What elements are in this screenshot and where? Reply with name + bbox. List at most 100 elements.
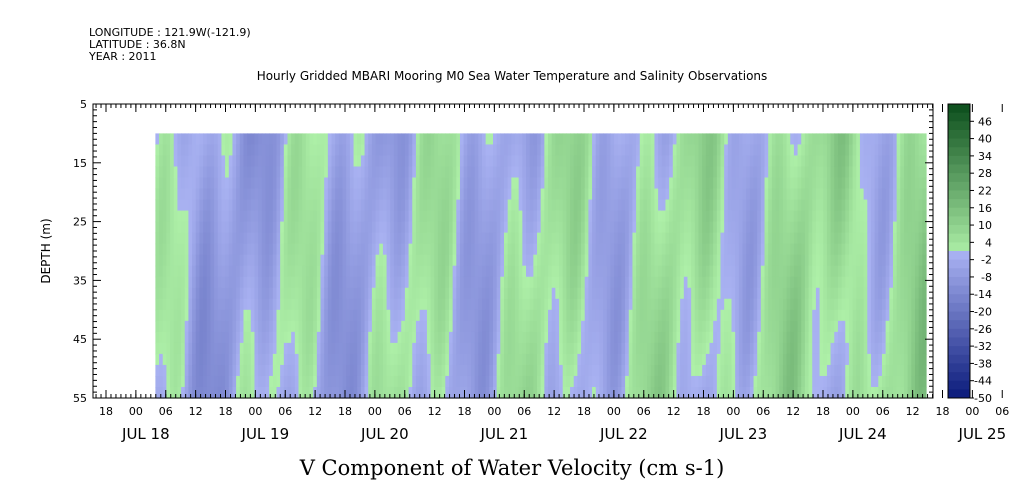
heat-cell: [852, 331, 857, 344]
heat-cell: [702, 265, 707, 278]
heat-cell: [628, 298, 634, 311]
heat-cell: [206, 210, 212, 223]
heat-cell: [841, 188, 846, 201]
heat-cell: [599, 188, 604, 201]
heat-cell: [577, 320, 582, 333]
heat-cell: [709, 254, 714, 267]
heat-cell: [309, 254, 314, 267]
heat-cell: [353, 177, 358, 190]
heat-cell: [551, 199, 556, 212]
heat-cell: [753, 320, 758, 333]
heat-cell: [793, 320, 799, 333]
heat-cell: [239, 133, 245, 146]
heat-cell: [206, 364, 212, 377]
heat-cell: [735, 155, 740, 168]
heat-cell: [592, 364, 597, 377]
heat-cell: [852, 309, 857, 322]
heat-cell: [771, 243, 777, 256]
heat-cell: [731, 287, 736, 300]
heat-cell: [852, 177, 857, 190]
heat-cell: [199, 320, 204, 333]
heat-cell: [346, 243, 351, 256]
heat-cell: [786, 287, 791, 300]
heat-cell: [170, 155, 175, 168]
heat-cell: [247, 254, 252, 267]
heat-cell: [687, 254, 692, 267]
heat-cell: [603, 188, 608, 201]
heat-cell: [559, 353, 564, 366]
heat-cell: [856, 166, 861, 179]
heat-cell: [779, 221, 784, 234]
heat-cell: [177, 287, 182, 300]
heat-cell: [346, 232, 351, 245]
heat-cell: [526, 199, 531, 212]
heat-cell: [203, 364, 208, 377]
heat-cell: [181, 243, 186, 256]
heat-cell: [577, 265, 582, 278]
heat-cell: [159, 309, 164, 322]
heat-cell: [360, 287, 366, 300]
heat-cell: [570, 386, 575, 399]
heat-cell: [371, 232, 377, 245]
heat-cell: [746, 364, 751, 377]
heat-cell: [764, 133, 769, 146]
heat-cell: [353, 232, 358, 245]
heat-cell: [614, 375, 619, 388]
heat-cell: [709, 221, 714, 234]
heat-cell: [815, 386, 821, 399]
heat-cell: [507, 243, 512, 256]
heat-cell: [243, 276, 248, 289]
heat-cell: [658, 287, 663, 300]
heat-cell: [779, 144, 784, 157]
heat-cell: [537, 155, 542, 168]
heat-cell: [335, 375, 340, 388]
heat-cell: [419, 265, 424, 278]
heat-cell: [757, 144, 762, 157]
heat-cell: [188, 144, 193, 157]
heat-cell: [709, 144, 714, 157]
heat-cell: [522, 320, 527, 333]
heat-cell: [302, 265, 307, 278]
heat-cell: [346, 364, 351, 377]
heat-cell: [760, 144, 766, 157]
heat-cell: [889, 342, 894, 355]
heat-cell: [691, 232, 696, 245]
heat-cell: [305, 243, 311, 256]
heat-cell: [331, 287, 336, 300]
heat-cell: [551, 276, 556, 289]
heat-cell: [900, 199, 905, 212]
heat-cell: [757, 133, 762, 146]
heat-cell: [610, 188, 615, 201]
heat-cell: [320, 298, 325, 311]
heat-cell: [203, 177, 208, 190]
heat-cell: [452, 331, 457, 344]
heat-cell: [404, 188, 410, 201]
heat-cell: [720, 243, 725, 256]
heat-cell: [801, 309, 806, 322]
heat-cell: [647, 342, 652, 355]
heat-cell: [441, 254, 446, 267]
heat-cell: [250, 155, 256, 168]
heat-cell: [250, 144, 256, 157]
heat-cell: [298, 133, 303, 146]
heat-cell: [272, 353, 278, 366]
heat-cell: [753, 353, 758, 366]
heat-cell: [848, 166, 854, 179]
heat-cell: [658, 166, 663, 179]
heat-cell: [643, 243, 648, 256]
heat-cell: [313, 177, 318, 190]
heat-cell: [555, 298, 560, 311]
heat-cell: [702, 133, 707, 146]
heat-cell: [661, 386, 667, 399]
heat-cell: [390, 265, 395, 278]
heat-cell: [327, 243, 333, 256]
heat-cell: [863, 386, 868, 399]
heat-cell: [804, 243, 810, 256]
heat-cell: [595, 210, 601, 223]
heat-cell: [786, 265, 791, 278]
heat-cell: [280, 364, 285, 377]
heat-cell: [254, 375, 259, 388]
heat-cell: [786, 364, 791, 377]
heat-cell: [768, 353, 773, 366]
heat-cell: [467, 177, 472, 190]
